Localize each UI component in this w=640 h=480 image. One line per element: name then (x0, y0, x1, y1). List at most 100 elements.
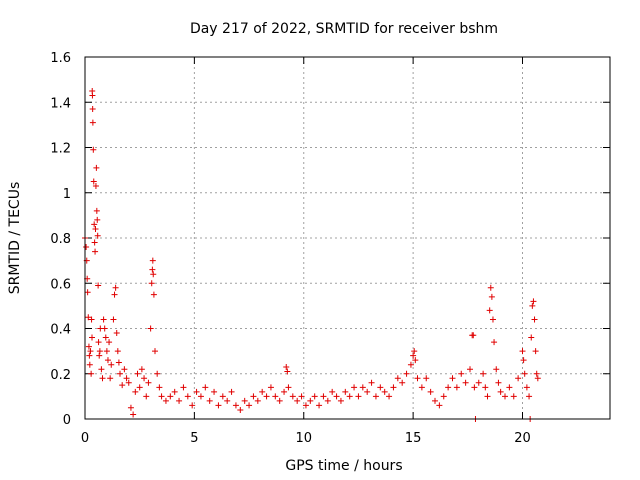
data-point (329, 388, 336, 395)
data-point (534, 375, 541, 382)
data-point (189, 402, 196, 409)
data-point (294, 397, 301, 404)
data-point (193, 388, 200, 395)
y-axis-label: SRMTID / TECUs (7, 182, 23, 295)
data-point (298, 393, 305, 400)
data-point (86, 361, 93, 368)
data-point (85, 314, 92, 321)
data-point (281, 388, 288, 395)
data-point (84, 289, 91, 296)
plot-border (84, 56, 611, 420)
data-point (521, 370, 528, 377)
data-point (403, 370, 410, 377)
data-point (111, 291, 118, 298)
data-point (470, 332, 477, 339)
data-point (399, 379, 406, 386)
data-point (272, 393, 279, 400)
data-point (219, 393, 226, 400)
data-point (99, 375, 106, 382)
data-point (351, 384, 358, 391)
data-point (377, 384, 384, 391)
data-point (94, 232, 101, 239)
data-point (526, 393, 533, 400)
x-tick-label: 5 (190, 431, 198, 446)
data-point (162, 397, 169, 404)
data-point (206, 397, 213, 404)
data-point (532, 348, 539, 355)
data-point (211, 388, 218, 395)
data-point (184, 393, 191, 400)
data-point (241, 397, 248, 404)
data-point (480, 370, 487, 377)
y-tick-label: 1.4 (50, 96, 71, 111)
data-point (355, 393, 362, 400)
grid (85, 57, 610, 419)
data-point (497, 388, 504, 395)
data-point (445, 384, 452, 391)
data-point (232, 402, 239, 409)
data-point (453, 384, 460, 391)
data-point (449, 375, 456, 382)
data-point (410, 352, 417, 359)
data-point (386, 393, 393, 400)
data-point (202, 384, 209, 391)
data-point (102, 334, 109, 341)
data-point (149, 257, 156, 264)
y-tick-label: 0.2 (50, 368, 71, 383)
data-point (171, 388, 178, 395)
data-point (176, 397, 183, 404)
data-point (487, 284, 494, 291)
data-point (267, 384, 274, 391)
data-point (427, 388, 434, 395)
data-point (411, 348, 418, 355)
data-point (91, 221, 98, 228)
data-point (147, 325, 154, 332)
data-point (123, 375, 130, 382)
data-point (154, 370, 161, 377)
data-point (138, 366, 145, 373)
data-point (493, 366, 500, 373)
data-point (237, 406, 244, 413)
data-point (324, 397, 331, 404)
data-point (92, 225, 99, 232)
data-point (502, 393, 508, 400)
data-point (471, 384, 478, 391)
data-point (98, 366, 105, 373)
data-point (156, 384, 163, 391)
data-point (285, 384, 292, 391)
data-point (113, 330, 120, 337)
data-point (88, 316, 95, 323)
y-tick-label: 0 (63, 413, 71, 428)
data-point (134, 370, 141, 377)
data-point (407, 361, 414, 368)
data-point (106, 339, 113, 346)
data-point (145, 379, 152, 386)
data-point (436, 402, 443, 409)
data-point (250, 393, 257, 400)
data-point (180, 384, 187, 391)
data-point (311, 393, 318, 400)
data-point (491, 339, 498, 346)
data-point (276, 397, 283, 404)
data-point (337, 397, 344, 404)
data-point (94, 216, 101, 223)
data-point (333, 393, 340, 400)
data-point (458, 370, 465, 377)
data-point (136, 384, 143, 391)
data-point (127, 404, 134, 411)
data-point (533, 370, 540, 377)
data-point (95, 339, 102, 346)
data-point (364, 388, 371, 395)
data-point (115, 359, 122, 366)
data-point (520, 357, 527, 364)
data-point (440, 393, 447, 400)
data-point (284, 368, 291, 375)
data-point (519, 348, 526, 355)
data-point (148, 280, 155, 287)
data-point (152, 348, 158, 355)
data-point (462, 379, 469, 386)
data-point (101, 325, 108, 332)
data-point (228, 388, 235, 395)
data-point (89, 106, 96, 113)
data-point (515, 375, 522, 382)
